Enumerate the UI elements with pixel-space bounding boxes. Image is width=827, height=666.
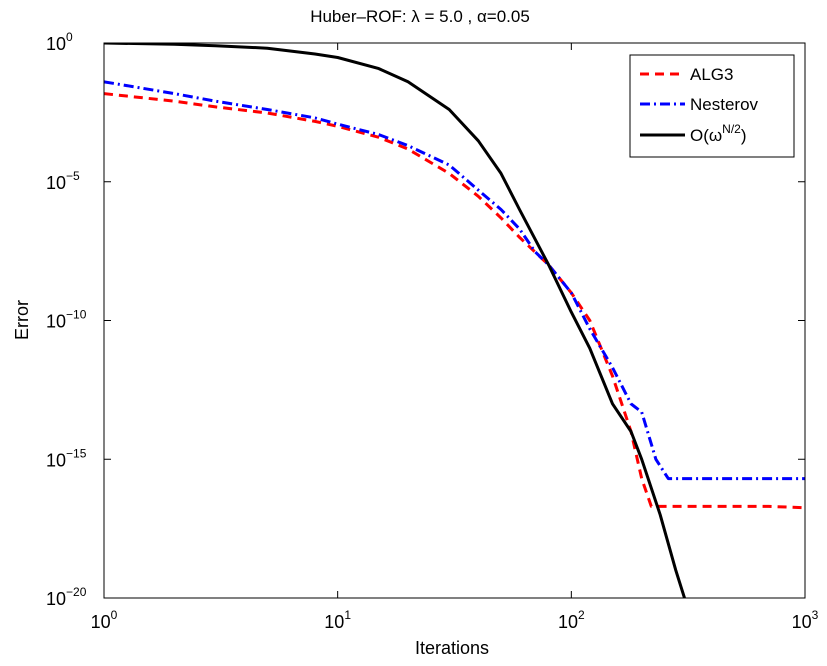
chart-title-middle: = 5.0 ,	[420, 7, 477, 26]
y-axis-label: Error	[12, 300, 32, 340]
x-tick-label: 100	[91, 608, 118, 632]
legend-label-rate: O(ωN/2)	[690, 122, 747, 145]
y-tick-label: 10−20	[46, 585, 87, 609]
series-line-nesterov	[104, 80, 805, 481]
legend-label-rate-sup: N/2	[722, 122, 741, 136]
chart-title: Huber–ROF: λ = 5.0 , α=0.05	[310, 7, 530, 26]
x-tick-label: 102	[558, 608, 585, 632]
chart-title-suffix: =0.05	[487, 7, 530, 26]
legend-box	[629, 54, 795, 158]
y-axis-ticks: 100 10−5 10−10 10−15 10−20	[46, 30, 805, 609]
legend-label-rate-suffix: )	[741, 126, 747, 145]
plot-lines	[104, 43, 805, 598]
chart-title-prefix: Huber–ROF:	[310, 7, 411, 26]
y-tick-label: 100	[46, 30, 73, 54]
legend-label-rate-prefix: O(ω	[690, 126, 722, 145]
chart-title-lambda: λ	[411, 7, 420, 26]
x-tick-label: 103	[792, 608, 819, 632]
y-tick-label: 10−15	[46, 446, 87, 470]
series-line-alg3	[104, 92, 805, 510]
legend-label-alg3: ALG3	[690, 65, 733, 84]
chart-title-alpha: α	[477, 7, 487, 26]
x-tick-label: 101	[324, 608, 351, 632]
y-tick-label: 10−5	[46, 169, 80, 193]
x-axis-ticks: 100 101 102 103	[91, 43, 819, 632]
x-axis-label: Iterations	[415, 638, 489, 658]
y-tick-label: 10−10	[46, 308, 87, 332]
legend: ALG3 Nesterov O(ωN/2)	[629, 54, 795, 158]
legend-label-nesterov: Nesterov	[690, 95, 759, 114]
series-line-rate	[104, 43, 686, 598]
